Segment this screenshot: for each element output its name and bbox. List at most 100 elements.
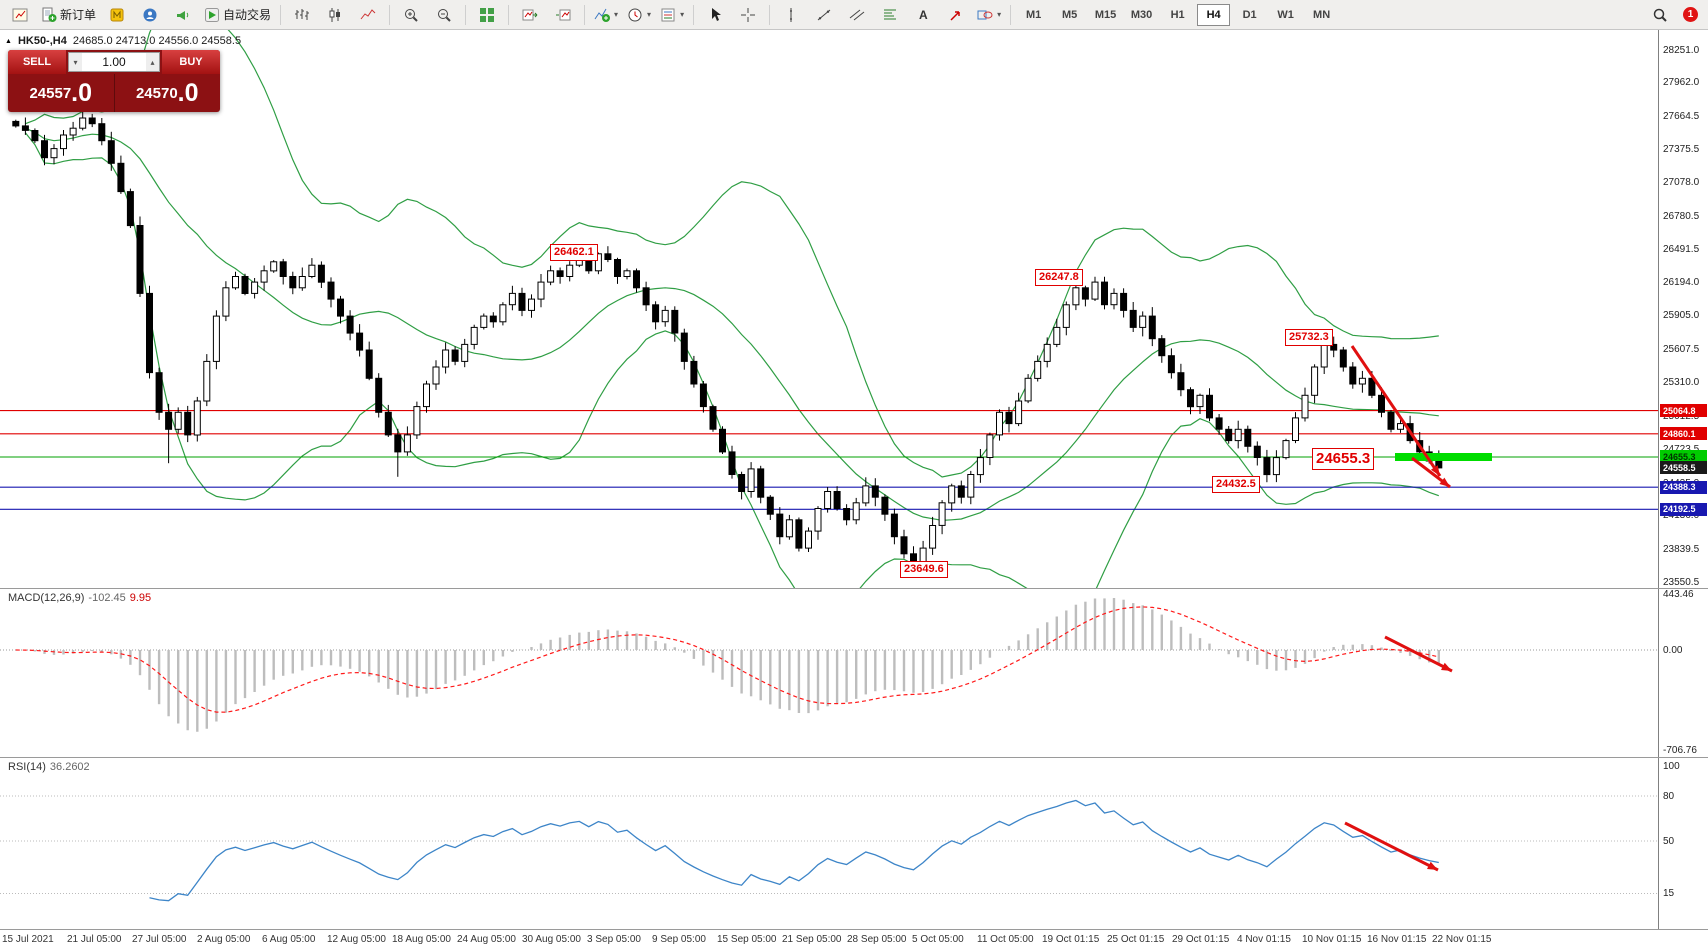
- buy-price[interactable]: 24570.0: [115, 74, 221, 112]
- trend-arrow[interactable]: [1384, 635, 1453, 673]
- timeframe-m15[interactable]: M15: [1094, 8, 1117, 21]
- candle: [79, 117, 87, 129]
- candle: [785, 519, 793, 538]
- time-axis-label: 11 Oct 05:00: [977, 934, 1034, 945]
- candle: [690, 360, 698, 385]
- candle: [871, 485, 879, 498]
- chevron-down-icon: ▾: [997, 10, 1002, 19]
- equidistant-channel-button[interactable]: [841, 2, 873, 28]
- new-order-button[interactable]: 新订单: [37, 2, 100, 28]
- profile-button[interactable]: [134, 2, 166, 28]
- fibonacci-button[interactable]: [874, 2, 906, 28]
- candle: [461, 343, 469, 362]
- timeframe-m5[interactable]: M5: [1061, 8, 1078, 21]
- auto-scroll-button[interactable]: [514, 2, 546, 28]
- bar-chart-button[interactable]: [286, 2, 318, 28]
- timeframe-h1[interactable]: H1: [1170, 8, 1185, 21]
- price-axis-label: 28251.0: [1663, 44, 1700, 56]
- volume-decrease-button[interactable]: ▾: [69, 53, 82, 71]
- candle: [661, 309, 669, 323]
- price-chart-canvas[interactable]: [0, 30, 1658, 588]
- candle: [1129, 309, 1137, 328]
- candle: [232, 276, 239, 289]
- arrows-tool-button[interactable]: [940, 2, 972, 28]
- crosshair-button[interactable]: [732, 2, 764, 28]
- candle: [1081, 287, 1089, 300]
- candle: [747, 468, 755, 492]
- candle: [919, 547, 927, 566]
- candle: [1330, 343, 1338, 351]
- timeframe-mn[interactable]: MN: [1313, 8, 1331, 21]
- chart-shift-button[interactable]: [547, 2, 579, 28]
- cursor-button[interactable]: [699, 2, 731, 28]
- candle: [1378, 394, 1385, 413]
- news-button[interactable]: [167, 2, 199, 28]
- candle: [308, 264, 316, 277]
- volume-stepper[interactable]: ▾ 1.00 ▴: [68, 52, 160, 72]
- rsi-chart-canvas[interactable]: [0, 757, 1658, 929]
- price-axis[interactable]: 28251.0 27962.0 27664.5 27375.5 27078.0 26780…: [1658, 30, 1708, 929]
- candle: [1110, 292, 1118, 306]
- text-label-button[interactable]: A: [907, 2, 939, 28]
- time-axis-label: 4 Nov 01:15: [1237, 934, 1291, 945]
- time-axis-label: 28 Sep 05:00: [847, 934, 907, 945]
- timeframe-m30[interactable]: M30: [1130, 8, 1153, 21]
- candle: [776, 513, 784, 538]
- volume-increase-button[interactable]: ▴: [146, 53, 159, 71]
- candlestick-icon: [329, 7, 341, 22]
- candle: [1215, 417, 1223, 430]
- sell-button[interactable]: SELL: [8, 50, 66, 74]
- trend-arrow[interactable]: [1350, 345, 1442, 477]
- timeframe-d1[interactable]: D1: [1242, 8, 1257, 21]
- candlestick-chart-button[interactable]: [319, 2, 351, 28]
- timeframe-m1[interactable]: M1: [1025, 8, 1042, 21]
- chart-shift-icon: [556, 9, 571, 20]
- macd-panel-separator[interactable]: [0, 588, 1708, 589]
- indicators-button[interactable]: ▾: [590, 2, 622, 28]
- auto-trading-button[interactable]: 自动交易: [200, 2, 275, 28]
- line-chart-button[interactable]: [352, 2, 384, 28]
- candle: [1158, 338, 1166, 357]
- buy-button[interactable]: BUY: [162, 50, 220, 74]
- trend-arrow[interactable]: [1344, 821, 1439, 872]
- vertical-line-button[interactable]: [775, 2, 807, 28]
- timeframe-w1[interactable]: W1: [1277, 8, 1294, 21]
- candle: [1167, 355, 1175, 374]
- candle: [337, 298, 344, 317]
- macd-chart-canvas[interactable]: [0, 588, 1658, 757]
- candle: [699, 383, 707, 408]
- sell-price[interactable]: 24557.0: [8, 74, 114, 112]
- candle: [614, 259, 621, 277]
- tile-windows-button[interactable]: [471, 2, 503, 28]
- symbol-marker-icon: ▲: [5, 37, 12, 45]
- support-highlight-bar[interactable]: [1395, 453, 1492, 461]
- market-watch-button[interactable]: [4, 2, 36, 28]
- volume-value[interactable]: 1.00: [102, 55, 126, 69]
- templates-button[interactable]: ▾: [656, 2, 688, 28]
- time-axis[interactable]: 15 Jul 2021 21 Jul 05:00 27 Jul 05:00 2 Aug…: [0, 930, 1708, 950]
- rsi-panel-separator[interactable]: [0, 757, 1708, 758]
- toolbar-separator: [465, 4, 467, 25]
- price-tag: 24558.5: [1660, 461, 1707, 475]
- search-button[interactable]: [1644, 2, 1676, 28]
- candle: [260, 270, 268, 283]
- candle: [881, 496, 889, 515]
- autotrade-icon: [205, 7, 220, 22]
- periods-button[interactable]: ▾: [623, 2, 655, 28]
- zoom-in-button[interactable]: [395, 2, 427, 28]
- toolbar: 新订单 自动交易 ▾ ▾ ▾ A ▾ M1 M5 M15 M30 H1 H4 D1 W1 MN 1: [0, 0, 1708, 30]
- metaeditor-button[interactable]: [101, 2, 133, 28]
- timeframe-h4[interactable]: H4: [1197, 3, 1231, 26]
- candle: [890, 513, 898, 538]
- price-axis-label: 27664.5: [1663, 110, 1700, 122]
- zoom-out-button[interactable]: [428, 2, 460, 28]
- profile-icon: [143, 8, 157, 21]
- candle: [203, 360, 211, 402]
- macd-header: MACD(12,26,9) -102.45 9.95: [8, 592, 151, 604]
- trendline-button[interactable]: [808, 2, 840, 28]
- notification-badge[interactable]: 1: [1683, 7, 1698, 22]
- shapes-button[interactable]: ▾: [973, 2, 1005, 28]
- templates-icon: [661, 8, 675, 21]
